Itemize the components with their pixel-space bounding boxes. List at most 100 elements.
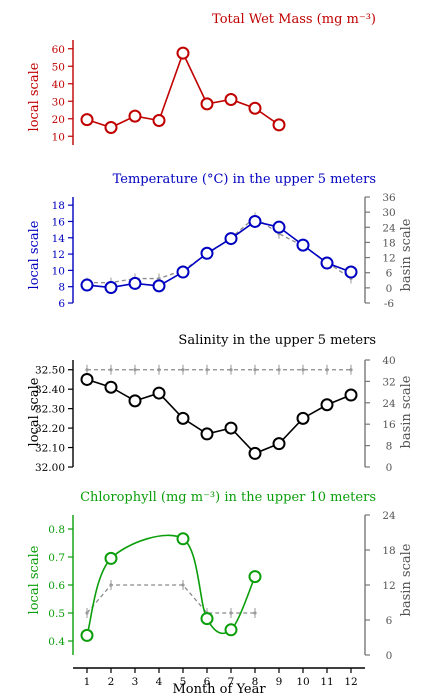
left-tick-label: 32.30 — [35, 404, 65, 416]
x-tick-label: 6 — [204, 676, 211, 688]
data-point — [200, 246, 214, 260]
right-tick-label: 24 — [382, 398, 396, 410]
data-point — [320, 398, 334, 412]
data-point — [80, 113, 94, 127]
data-point — [104, 281, 118, 295]
x-tick-label: 4 — [156, 676, 163, 688]
left-tick-label: 12 — [52, 249, 65, 261]
data-point — [80, 628, 94, 642]
right-tick-label: 0 — [386, 650, 393, 662]
panel-title: Salinity in the upper 5 meters — [178, 333, 376, 348]
data-point — [248, 101, 262, 115]
data-point — [224, 623, 238, 637]
basin-point — [229, 368, 233, 372]
right-tick-label: 6 — [386, 615, 393, 627]
data-point — [248, 446, 262, 460]
right-tick-label: 18 — [382, 545, 395, 557]
x-tick-label: 7 — [228, 676, 235, 688]
left-axis-label: local scale — [27, 545, 42, 614]
basin-point — [349, 368, 353, 372]
left-axis-label: local scale — [27, 62, 42, 131]
x-tick-label: 12 — [344, 676, 357, 688]
left-tick-label: 0.7 — [48, 552, 65, 564]
right-tick-label: 30 — [382, 207, 395, 219]
left-tick-label: 32.10 — [35, 443, 65, 455]
panel-1: Total Wet Mass (mg m⁻³) 10 20 30 40 50 60 local… — [27, 12, 376, 145]
data-point — [296, 411, 310, 425]
left-tick-label: 0.4 — [48, 636, 65, 648]
data-point — [104, 121, 118, 134]
right-tick-label: 40 — [382, 355, 395, 367]
left-tick-label: 0.8 — [48, 524, 65, 536]
panel-title: Temperature (°C) in the upper 5 meters — [113, 172, 376, 187]
data-point — [152, 114, 166, 127]
left-axis-label: local scale — [27, 377, 42, 446]
data-point — [224, 421, 238, 435]
basin-point — [229, 611, 233, 615]
basin-point — [181, 583, 185, 587]
basin-point — [85, 368, 89, 372]
right-tick-label: 18 — [382, 237, 395, 249]
left-tick-label: 32.20 — [35, 423, 65, 435]
left-tick-label: 18 — [52, 200, 65, 212]
basin-point — [301, 368, 305, 372]
basin-point — [181, 368, 185, 372]
data-point — [128, 276, 142, 290]
right-tick-label: -6 — [384, 298, 395, 310]
basin-point — [205, 368, 209, 372]
x-tick-label: 5 — [180, 676, 187, 688]
right-tick-label: 36 — [382, 192, 396, 204]
left-tick-label: 32.50 — [35, 365, 65, 377]
data-point — [176, 532, 190, 546]
x-tick-label: 3 — [132, 676, 139, 688]
left-tick-label: 6 — [58, 298, 65, 310]
data-point — [104, 551, 118, 565]
right-axis-label: basin scale — [399, 218, 414, 291]
data-point — [224, 93, 238, 106]
right-tick-label: 0 — [386, 462, 393, 474]
panel-title: Total Wet Mass (mg m⁻³) — [212, 12, 376, 27]
basin-point — [109, 583, 113, 587]
data-point — [176, 411, 190, 425]
basin-point — [85, 611, 89, 615]
data-point — [344, 388, 358, 402]
left-tick-label: 16 — [52, 216, 66, 228]
basin-point — [157, 368, 161, 372]
left-tick-label: 8 — [58, 282, 65, 294]
panel-3: Salinity in the upper 5 meters 32.00 32.10… — [27, 333, 414, 474]
left-tick-label: 10 — [52, 131, 65, 143]
right-tick-label: 12 — [382, 580, 395, 592]
data-point — [104, 380, 118, 394]
basin-series-line — [87, 216, 352, 284]
series-line — [86, 378, 352, 455]
left-tick-label: 0.6 — [48, 580, 65, 592]
right-tick-label: 16 — [382, 419, 396, 431]
left-tick-label: 0.5 — [48, 608, 65, 620]
basin-point — [277, 368, 281, 372]
data-point — [80, 278, 94, 292]
basin-point — [133, 368, 137, 372]
x-tick-label: 11 — [320, 676, 333, 688]
right-tick-label: 12 — [382, 253, 395, 265]
right-tick-label: 24 — [382, 510, 396, 522]
basin-point — [157, 276, 161, 281]
series-line — [86, 220, 352, 289]
data-point — [320, 256, 334, 270]
left-tick-label: 14 — [52, 233, 66, 245]
right-axis-label: basin scale — [399, 543, 414, 616]
left-axis-label: local scale — [27, 220, 42, 289]
right-tick-label: 32 — [382, 376, 395, 388]
panel-2: Temperature (°C) in the upper 5 meters 6 8… — [27, 172, 414, 310]
left-tick-label: 32.00 — [35, 462, 65, 474]
left-tick-label: 32.40 — [35, 384, 65, 396]
data-point — [200, 427, 214, 441]
x-tick-label: 8 — [252, 676, 259, 688]
data-point — [152, 386, 166, 400]
x-tick-label: 2 — [108, 676, 115, 688]
left-tick-label: 30 — [52, 96, 65, 108]
basin-series-line — [86, 584, 255, 614]
left-tick-label: 40 — [52, 79, 65, 91]
data-point — [80, 372, 94, 386]
data-point — [152, 279, 166, 293]
